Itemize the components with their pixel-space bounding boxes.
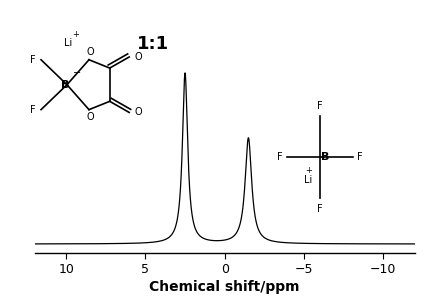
Text: F: F — [317, 100, 323, 111]
Text: B: B — [61, 80, 70, 90]
Text: F: F — [317, 204, 323, 214]
Text: O: O — [134, 107, 142, 117]
Text: +: + — [305, 166, 312, 175]
Text: 1:1: 1:1 — [137, 35, 169, 53]
Text: F: F — [277, 152, 283, 162]
Text: −: − — [73, 68, 82, 78]
Text: B: B — [321, 152, 330, 162]
Text: F: F — [30, 105, 36, 115]
X-axis label: Chemical shift/ppm: Chemical shift/ppm — [149, 280, 300, 294]
Text: Li: Li — [304, 175, 312, 185]
Text: F: F — [30, 55, 36, 65]
Text: O: O — [134, 52, 142, 62]
Text: Li: Li — [64, 38, 72, 48]
Text: O: O — [86, 112, 94, 122]
Text: +: + — [73, 30, 79, 39]
Text: F: F — [357, 152, 363, 162]
Text: O: O — [86, 47, 94, 57]
